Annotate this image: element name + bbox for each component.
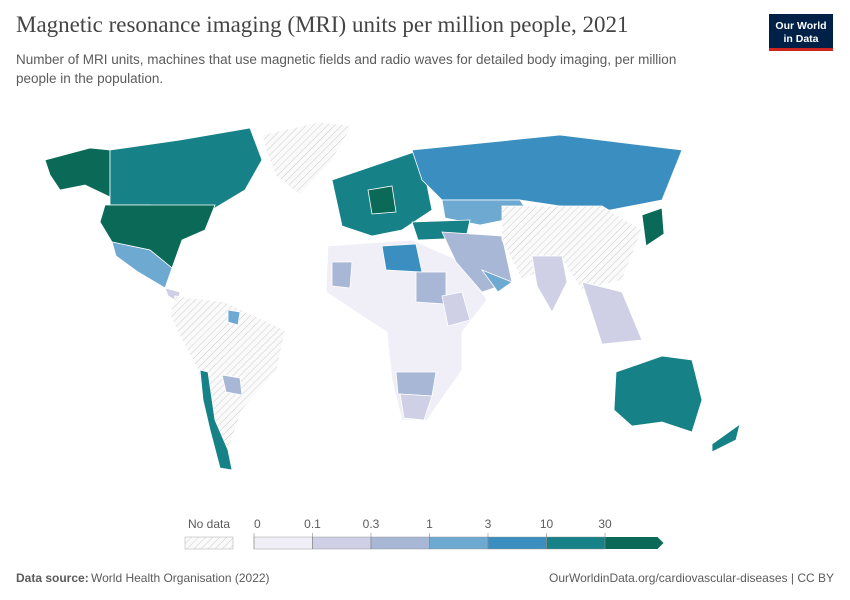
- subtitle: Number of MRI units, machines that use m…: [16, 52, 676, 67]
- legend-bin: [253, 536, 313, 550]
- country[interactable]: [367, 185, 397, 215]
- logo-bar: [769, 48, 833, 51]
- country[interactable]: [44, 147, 111, 198]
- logo[interactable]: Our World in Data: [769, 14, 833, 51]
- country[interactable]: [221, 374, 243, 396]
- country[interactable]: [641, 207, 665, 247]
- legend-bin: [370, 536, 430, 550]
- legend-tick-label: 30: [598, 517, 612, 531]
- title: Magnetic resonance imaging (MRI) units p…: [16, 12, 629, 37]
- country[interactable]: [501, 205, 643, 291]
- subtitle: people in the population.: [16, 71, 163, 86]
- country[interactable]: [199, 369, 233, 471]
- country[interactable]: [415, 271, 447, 305]
- legend-tick-label: 1: [426, 517, 433, 531]
- country[interactable]: [480, 269, 513, 293]
- country[interactable]: [581, 281, 643, 345]
- country[interactable]: [261, 121, 353, 196]
- world-map: [44, 121, 741, 471]
- source-url[interactable]: OurWorldinData.org/cardiovascular-diseas…: [549, 571, 834, 585]
- logo-box: [769, 14, 833, 50]
- country[interactable]: [531, 255, 568, 313]
- logo-text: Our World: [775, 20, 826, 32]
- legend-bin: [605, 537, 664, 549]
- country[interactable]: [331, 261, 353, 289]
- logo-text: in Data: [783, 33, 818, 45]
- source: World Health Organisation (2022): [91, 571, 270, 585]
- legend-tick-label: 0.3: [363, 517, 380, 531]
- country[interactable]: [711, 423, 741, 453]
- country[interactable]: [613, 355, 703, 433]
- legend-label: No data: [188, 517, 230, 531]
- country[interactable]: [169, 295, 286, 451]
- legend-bin: [487, 536, 547, 550]
- legend-tick-label: 10: [540, 517, 554, 531]
- legend-tick-label: 3: [485, 517, 492, 531]
- country[interactable]: [381, 243, 423, 273]
- legend: No data 0 0.1 0.3 1 3 10 30: [184, 517, 664, 550]
- country[interactable]: [399, 393, 433, 421]
- legend-bin: [312, 536, 372, 550]
- legend-bin: [546, 536, 606, 550]
- country[interactable]: [441, 291, 471, 327]
- no-data-swatch: [184, 536, 234, 550]
- legend-bin: [429, 536, 489, 550]
- country[interactable]: [395, 371, 437, 397]
- country[interactable]: [109, 127, 263, 213]
- legend-tick-label: 0.1: [304, 517, 321, 531]
- legend-tick-label: 0: [254, 517, 261, 531]
- source-label: Data source:: [16, 571, 89, 585]
- country[interactable]: [227, 309, 241, 326]
